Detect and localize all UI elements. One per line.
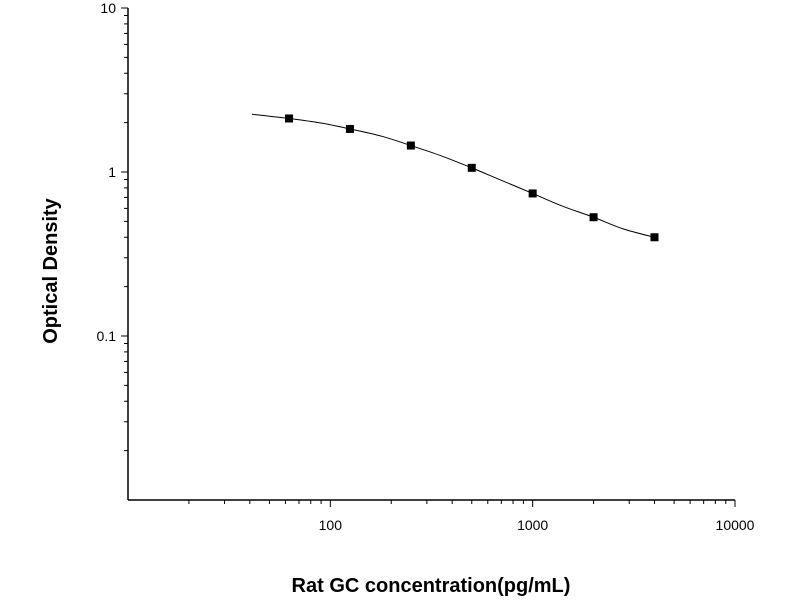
data-point-marker — [345, 124, 354, 133]
y-axis-ticks — [121, 7, 128, 452]
data-point-marker — [589, 213, 598, 222]
data-points — [285, 114, 659, 242]
x-axis-tick-labels: 100 1000 10000 — [319, 517, 755, 533]
x-tick-label: 1000 — [517, 517, 548, 533]
y-axis-tick-labels: 0.1 1 10 — [97, 0, 117, 344]
x-tick-label: 100 — [319, 517, 343, 533]
x-tick-label: 10000 — [716, 517, 755, 533]
data-point-marker — [285, 114, 294, 123]
data-point-marker — [528, 189, 537, 198]
data-point-marker — [467, 163, 476, 172]
plot-area — [127, 8, 735, 501]
data-point-marker — [406, 141, 415, 150]
y-axis-title: Optical Density — [40, 197, 62, 343]
y-tick-label: 10 — [100, 0, 116, 16]
x-axis-title: Rat GC concentration(pg/mL) — [292, 575, 571, 597]
data-point-marker — [650, 233, 659, 242]
y-tick-label: 1 — [108, 164, 116, 180]
y-tick-label: 0.1 — [97, 328, 117, 344]
x-axis-ticks — [188, 500, 736, 507]
